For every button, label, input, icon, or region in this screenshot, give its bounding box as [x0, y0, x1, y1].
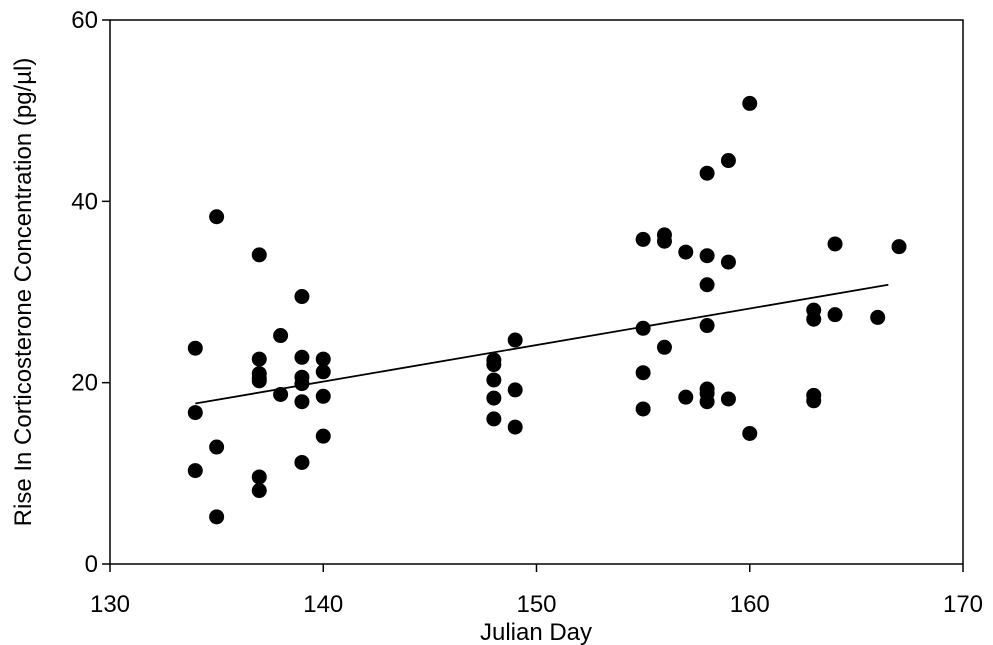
data-point [870, 309, 886, 325]
x-tick-label: 130 [90, 591, 130, 618]
data-point [507, 419, 523, 435]
data-point [187, 340, 203, 356]
data-point [251, 351, 267, 367]
data-point [294, 349, 310, 365]
data-point [656, 339, 672, 355]
x-tick-label: 140 [303, 591, 343, 618]
data-point [699, 386, 715, 402]
data-point [678, 389, 694, 405]
data-point [507, 332, 523, 348]
data-point [187, 463, 203, 479]
data-point [187, 405, 203, 421]
data-point [891, 239, 907, 255]
data-point [806, 393, 822, 409]
data-point [209, 209, 225, 225]
y-tick-label: 40 [71, 188, 98, 215]
y-tick-label: 60 [71, 7, 98, 34]
data-point [294, 289, 310, 305]
data-point [635, 401, 651, 417]
x-tick-label: 160 [730, 591, 770, 618]
data-point [294, 394, 310, 410]
y-tick-label: 20 [71, 370, 98, 397]
trend-line [195, 283, 889, 405]
data-point [699, 318, 715, 334]
plot-frame [109, 19, 964, 565]
data-point [315, 388, 331, 404]
data-point [720, 391, 736, 407]
x-axis-label: Julian Day [480, 619, 592, 645]
data-point [720, 254, 736, 270]
data-point [209, 439, 225, 455]
x-axis-ticks: 130 140 150 160 170 [90, 564, 983, 618]
data-point [720, 153, 736, 169]
data-point [294, 454, 310, 470]
data-point [315, 364, 331, 380]
data-point [635, 320, 651, 336]
data-point [656, 233, 672, 249]
data-point [827, 236, 843, 252]
data-point [635, 231, 651, 247]
y-tick-label: 0 [85, 551, 98, 578]
data-point [486, 411, 502, 427]
data-point [251, 370, 267, 386]
data-point [251, 247, 267, 263]
data-points [187, 95, 907, 525]
data-point [486, 372, 502, 388]
data-point [251, 469, 267, 485]
data-point [273, 328, 289, 344]
y-axis-ticks: 0 20 40 60 [71, 7, 110, 578]
data-point [827, 307, 843, 323]
data-point [699, 165, 715, 181]
x-tick-label: 150 [516, 591, 556, 618]
data-point [678, 244, 694, 260]
data-point [635, 365, 651, 381]
y-axis-label: Rise In Corticosterone Concentration (pg… [10, 58, 37, 527]
data-point [251, 483, 267, 499]
data-point [742, 95, 758, 111]
data-point [315, 351, 331, 367]
data-point [699, 248, 715, 264]
data-point [699, 277, 715, 293]
data-point [294, 376, 310, 392]
x-tick-label: 170 [943, 591, 983, 618]
data-point [209, 509, 225, 525]
data-point [273, 386, 289, 402]
data-point [315, 428, 331, 444]
data-point [486, 357, 502, 373]
data-point [806, 311, 822, 327]
data-point [507, 382, 523, 398]
data-point [742, 425, 758, 441]
data-point [486, 390, 502, 406]
